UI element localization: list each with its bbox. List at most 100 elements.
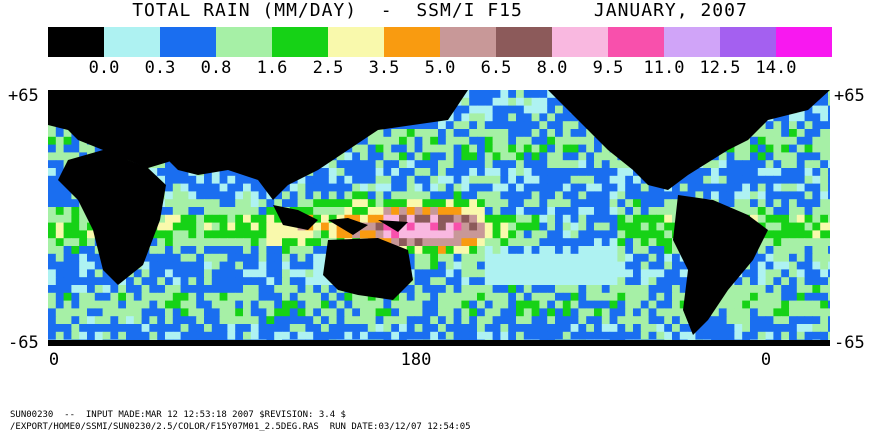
rain-cell	[586, 214, 595, 224]
rain-cell	[391, 207, 400, 216]
rain-cell	[469, 97, 478, 107]
rain-cell	[789, 175, 798, 185]
rain-cell	[227, 191, 236, 200]
rain-cell	[321, 214, 330, 224]
rain-cell	[211, 316, 221, 325]
rain-cell	[180, 199, 189, 208]
rain-cell	[820, 316, 829, 325]
rain-cell	[750, 214, 759, 224]
rain-cell	[781, 246, 790, 255]
rain-cell	[812, 214, 821, 224]
rain-cell	[211, 230, 221, 239]
rain-cell	[508, 113, 517, 122]
rain-cell	[547, 285, 556, 294]
rain-cell	[625, 222, 634, 231]
rain-cell	[804, 300, 813, 309]
rain-cell	[672, 324, 681, 333]
rain-cell	[757, 308, 767, 317]
rain-cell	[219, 230, 228, 239]
rain-cell	[484, 316, 494, 325]
rain-cell	[414, 238, 423, 247]
rain-cell	[406, 160, 416, 169]
legend-swatch-5	[328, 27, 384, 57]
legend-label-7: 6.5	[480, 58, 512, 78]
rain-cell	[204, 246, 213, 255]
rain-cell	[258, 253, 267, 263]
rain-cell	[796, 331, 806, 341]
rain-cell	[469, 105, 478, 114]
rain-cell	[149, 253, 158, 263]
rain-cell	[266, 246, 275, 255]
rain-cell	[48, 269, 57, 278]
rain-cell	[586, 160, 595, 169]
rain-cell	[570, 222, 579, 231]
rain-cell	[781, 121, 790, 130]
rain-cell	[586, 191, 595, 200]
rain-cell	[508, 97, 517, 107]
rain-cell	[360, 214, 369, 224]
rain-cell	[211, 277, 221, 286]
rain-cell	[250, 300, 260, 309]
rain-cell	[188, 214, 197, 224]
rain-cell	[157, 308, 166, 317]
rain-cell	[71, 238, 80, 247]
rain-cell	[188, 175, 197, 185]
rain-cell	[812, 308, 821, 317]
rain-cell	[453, 230, 462, 239]
rain-cell	[781, 292, 790, 302]
rain-cell	[297, 207, 306, 216]
rain-cell	[258, 324, 267, 333]
rain-cell	[523, 183, 533, 192]
rain-cell	[165, 175, 174, 185]
rain-cell	[742, 136, 751, 146]
rain-cell	[750, 261, 759, 270]
rain-cell	[547, 160, 556, 169]
rain-cell	[266, 308, 275, 317]
rain-cell	[250, 230, 260, 239]
rain-cell	[461, 316, 470, 325]
rain-cell	[531, 160, 540, 169]
rain-cell	[757, 199, 767, 208]
rain-cell	[438, 191, 447, 200]
rain-cell	[555, 168, 564, 177]
rain-cell	[414, 160, 423, 169]
rain-cell	[757, 238, 767, 247]
rain-cell	[227, 222, 236, 231]
rain-cell	[812, 285, 821, 294]
rain-cell	[399, 324, 408, 333]
rain-cell	[617, 214, 626, 224]
rain-cell	[406, 168, 416, 177]
rain-cell	[422, 292, 431, 302]
rain-cell	[531, 324, 540, 333]
rain-cell	[796, 253, 806, 263]
rain-cell	[414, 261, 423, 270]
rain-cell	[594, 136, 603, 146]
rain-cell	[812, 238, 821, 247]
rain-cell	[375, 300, 384, 309]
rain-cell	[664, 191, 673, 200]
rain-cell	[204, 292, 213, 302]
rain-cell	[789, 292, 798, 302]
rain-cell	[204, 285, 213, 294]
rain-cell	[500, 152, 509, 161]
rain-cell	[586, 300, 595, 309]
rain-cell	[79, 324, 88, 333]
rain-cell	[453, 175, 462, 185]
legend-label-3: 1.6	[256, 58, 288, 78]
rain-cell	[438, 331, 447, 341]
rain-cell	[383, 308, 392, 317]
rain-cell	[773, 292, 782, 302]
rain-cell	[594, 175, 603, 185]
rain-cell	[204, 175, 213, 185]
rain-cell	[828, 199, 830, 208]
rain-cell	[789, 277, 798, 286]
rain-cell	[640, 316, 650, 325]
rain-cell	[703, 191, 712, 200]
rain-cell	[344, 300, 353, 309]
rain-cell	[500, 316, 509, 325]
rain-cell	[672, 316, 681, 325]
rain-cell	[547, 261, 556, 270]
rain-cell	[227, 253, 236, 263]
rain-cell	[742, 331, 751, 341]
rain-cell	[63, 324, 72, 333]
